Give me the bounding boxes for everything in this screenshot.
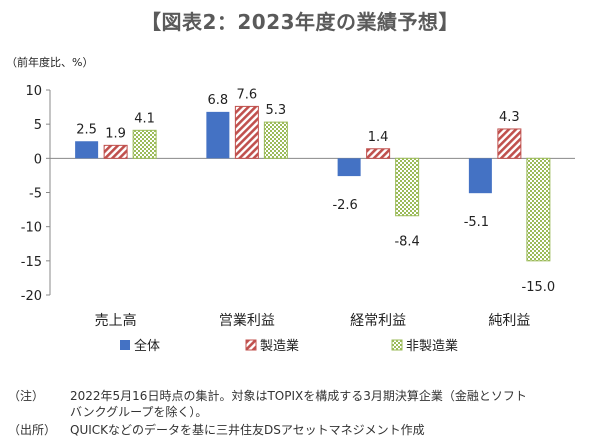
chart-title: 【図表2：2023年度の業績予想】 xyxy=(140,10,460,34)
note-line-2: バンクグループを除く）。 xyxy=(70,405,208,419)
data-label: 4.3 xyxy=(499,110,520,125)
x-category-label: 純利益 xyxy=(488,313,530,329)
legend-label: 製造業 xyxy=(260,338,299,354)
data-label: 4.1 xyxy=(134,111,155,126)
legend-swatch-非製造業 xyxy=(391,339,403,351)
data-label: 7.6 xyxy=(237,87,258,102)
bar-製造業-営業利益 xyxy=(234,105,259,159)
source-text: QUICKなどのデータを基に三井住友DSアセットマネジメント作成 xyxy=(70,423,425,437)
data-label: 2.5 xyxy=(76,122,97,137)
data-label: 1.4 xyxy=(368,130,389,145)
data-label: -2.6 xyxy=(332,198,357,213)
x-category-label: 売上高 xyxy=(95,312,137,329)
y-unit-label: （前年度比、%） xyxy=(6,55,93,69)
x-category-label: 営業利益 xyxy=(219,313,275,329)
bar-非製造業-純利益 xyxy=(526,157,551,262)
data-label: -8.4 xyxy=(394,235,419,250)
x-category-label: 経常利益 xyxy=(350,313,406,329)
y-tick-label: -20 xyxy=(21,289,42,304)
bar-製造業-売上高 xyxy=(103,144,128,159)
legend-label: 全体 xyxy=(134,338,160,354)
note-line-1: 2022年5月16日時点の集計。対象はTOPIXを構成する3月期決算企業（金融と… xyxy=(70,389,527,403)
bar-製造業-経常利益 xyxy=(366,148,391,159)
data-label: -5.1 xyxy=(464,215,489,230)
y-tick-label: -15 xyxy=(21,255,42,270)
y-tick-label: -5 xyxy=(29,187,42,202)
legend-label: 非製造業 xyxy=(406,338,458,354)
bar-全体-経常利益 xyxy=(337,158,361,177)
y-tick-label: 0 xyxy=(34,152,42,167)
source-label: （出所） xyxy=(8,423,57,437)
bar-非製造業-売上高 xyxy=(132,129,157,159)
legend-swatch-全体 xyxy=(120,340,130,350)
y-tick-label: 5 xyxy=(34,118,42,133)
bar-全体-純利益 xyxy=(468,158,492,194)
note-label: （注） xyxy=(8,389,45,403)
bar-全体-売上高 xyxy=(75,141,99,159)
bar-全体-営業利益 xyxy=(206,111,230,159)
data-label: 6.8 xyxy=(208,93,229,108)
bar-非製造業-営業利益 xyxy=(263,121,288,159)
legend-swatch-製造業 xyxy=(245,339,257,351)
y-tick-label: 10 xyxy=(25,84,42,99)
data-label: 5.3 xyxy=(266,103,287,118)
bar-非製造業-経常利益 xyxy=(395,157,420,217)
bar-製造業-純利益 xyxy=(497,128,522,159)
data-label: 1.9 xyxy=(105,126,126,141)
data-label: -15.0 xyxy=(522,280,556,295)
y-tick-label: -10 xyxy=(21,221,42,236)
